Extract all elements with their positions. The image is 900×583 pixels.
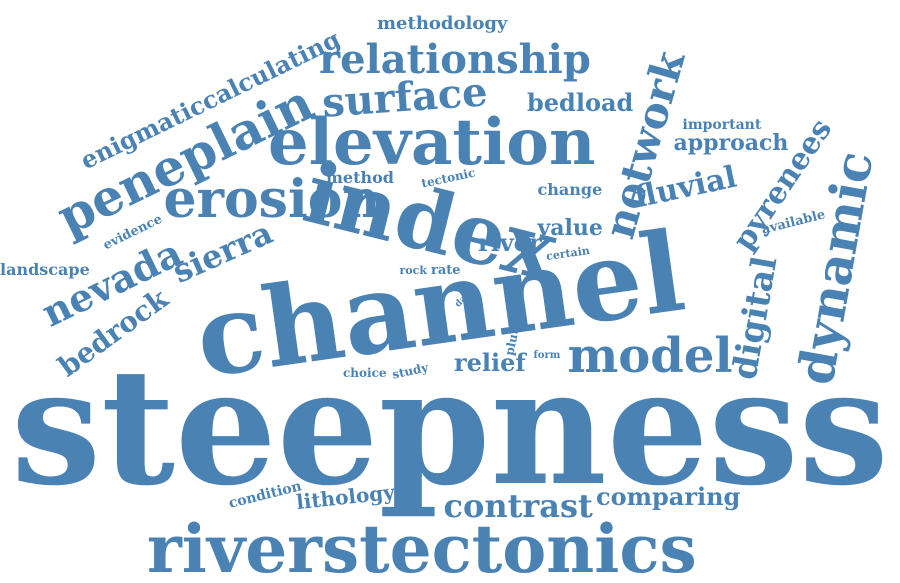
word-elevation: elevation — [268, 105, 596, 180]
word-rate: rate — [431, 262, 461, 278]
word-contrast: contrast — [443, 487, 593, 525]
word-bedload: bedload — [527, 88, 634, 117]
word-method: method — [326, 168, 394, 187]
word-erosion: erosion — [163, 169, 381, 230]
word-river: river — [478, 228, 542, 257]
word-approach: approach — [673, 130, 789, 156]
word-comparing: comparing — [596, 482, 741, 511]
word-rock: rock — [399, 263, 427, 277]
word-choice: choice — [343, 366, 387, 380]
word-landscape: landscape — [0, 260, 90, 279]
word-methodology: methodology — [377, 13, 508, 34]
word-riverstectonics: riverstectonics — [147, 510, 697, 583]
word-important: important — [682, 117, 762, 133]
word-form: form — [533, 350, 561, 361]
word-change: change — [537, 180, 603, 199]
word-surface: surface — [320, 68, 490, 127]
word-value: value — [537, 215, 603, 241]
word-model: model — [567, 328, 733, 384]
word-relationship: relationship — [319, 36, 591, 83]
word-relief: relief — [454, 348, 526, 377]
word-steepness: steepness — [11, 333, 889, 521]
